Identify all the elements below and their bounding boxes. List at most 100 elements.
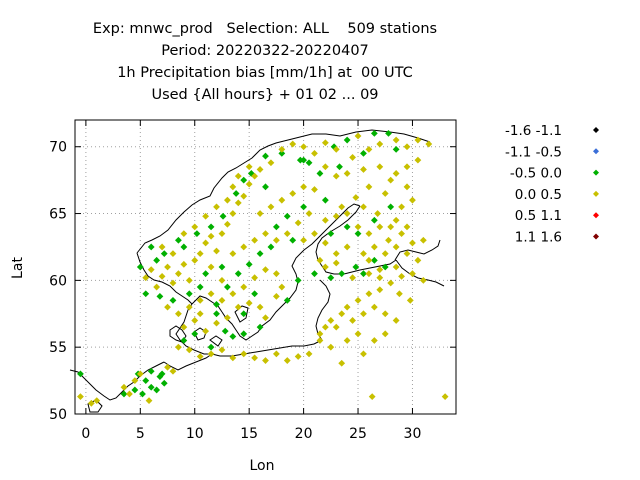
data-point — [398, 272, 405, 280]
data-point — [234, 199, 242, 207]
data-point — [77, 393, 84, 401]
data-point — [207, 343, 215, 351]
data-point — [229, 183, 237, 191]
data-point — [316, 330, 324, 338]
data-point — [376, 223, 384, 231]
data-point — [376, 266, 384, 274]
data-point — [343, 223, 351, 231]
data-point — [87, 399, 95, 407]
data-point — [392, 146, 400, 153]
data-point — [360, 166, 367, 173]
data-point — [160, 250, 168, 258]
data-point — [272, 236, 280, 244]
data-point — [153, 386, 161, 394]
data-point — [169, 367, 177, 375]
data-point — [272, 293, 280, 300]
data-point — [147, 383, 155, 391]
data-point — [289, 236, 297, 244]
x-tick-label: 20 — [295, 426, 313, 442]
y-tick-label: 55 — [49, 340, 67, 356]
data-point — [338, 270, 346, 278]
data-point — [374, 210, 382, 217]
legend-label: -1.1 -0.5 — [505, 144, 562, 160]
x-tick-label: 0 — [81, 426, 90, 442]
data-point — [311, 230, 318, 237]
legend-label: 0.5 1.1 — [515, 208, 562, 224]
data-point — [392, 136, 400, 144]
data-point — [213, 301, 220, 308]
data-point — [196, 310, 204, 318]
data-point — [185, 290, 193, 298]
data-point — [126, 390, 133, 398]
data-point — [120, 383, 128, 391]
data-point — [202, 212, 210, 220]
data-point — [392, 216, 400, 224]
data-point — [398, 203, 405, 211]
data-point — [169, 279, 177, 287]
data-point — [158, 272, 166, 280]
data-point — [381, 330, 389, 338]
data-point — [93, 397, 101, 405]
data-point — [240, 176, 248, 184]
data-point — [191, 317, 199, 324]
data-point — [229, 333, 237, 340]
data-point — [142, 290, 150, 298]
data-point — [207, 290, 215, 298]
data-point — [294, 353, 302, 360]
data-point — [251, 274, 259, 282]
data-point — [180, 337, 188, 344]
data-point — [392, 170, 400, 177]
data-point — [316, 337, 324, 344]
data-point — [278, 283, 286, 291]
data-point — [224, 220, 231, 228]
data-point — [218, 346, 226, 354]
data-point — [343, 170, 351, 177]
data-point — [392, 243, 400, 251]
data-point — [240, 310, 248, 318]
data-point — [316, 256, 324, 264]
data-point — [234, 270, 242, 278]
data-point — [229, 250, 237, 258]
data-point — [272, 350, 280, 358]
data-point — [311, 186, 318, 193]
data-point — [370, 337, 378, 344]
legend-label: -1.6 -1.1 — [505, 123, 562, 139]
data-point — [294, 219, 302, 227]
data-point — [294, 276, 302, 284]
data-point — [251, 172, 259, 180]
data-point — [365, 230, 373, 237]
data-point — [218, 263, 226, 271]
data-point — [381, 263, 389, 271]
data-point — [354, 223, 362, 231]
data-point — [354, 330, 362, 338]
chart-title-line-4: Used {All hours} + 01 02 ... 09 — [151, 87, 379, 103]
data-point — [160, 379, 168, 387]
data-point — [289, 190, 297, 197]
data-point — [403, 163, 411, 171]
data-point — [354, 297, 362, 304]
data-point — [409, 270, 416, 278]
data-point — [403, 143, 411, 151]
data-point — [360, 203, 367, 211]
data-point — [349, 317, 356, 324]
data-point — [147, 266, 155, 274]
data-point — [278, 150, 286, 157]
data-point — [139, 390, 146, 398]
data-point — [403, 223, 411, 231]
data-point — [283, 297, 291, 304]
data-point — [343, 136, 351, 144]
data-point — [180, 323, 188, 331]
data-point — [360, 150, 367, 157]
data-point — [164, 263, 171, 271]
data-point — [131, 377, 139, 384]
data-point — [311, 270, 318, 278]
chart-title-line-3: 1h Precipitation bias [mm/1h] at 00 UTC — [117, 65, 413, 81]
data-point — [305, 159, 313, 167]
data-point — [245, 180, 253, 188]
data-point — [262, 266, 269, 274]
data-point — [218, 230, 226, 237]
data-point — [251, 290, 259, 298]
data-point — [153, 283, 161, 291]
data-point — [202, 270, 210, 278]
data-point — [385, 236, 392, 244]
